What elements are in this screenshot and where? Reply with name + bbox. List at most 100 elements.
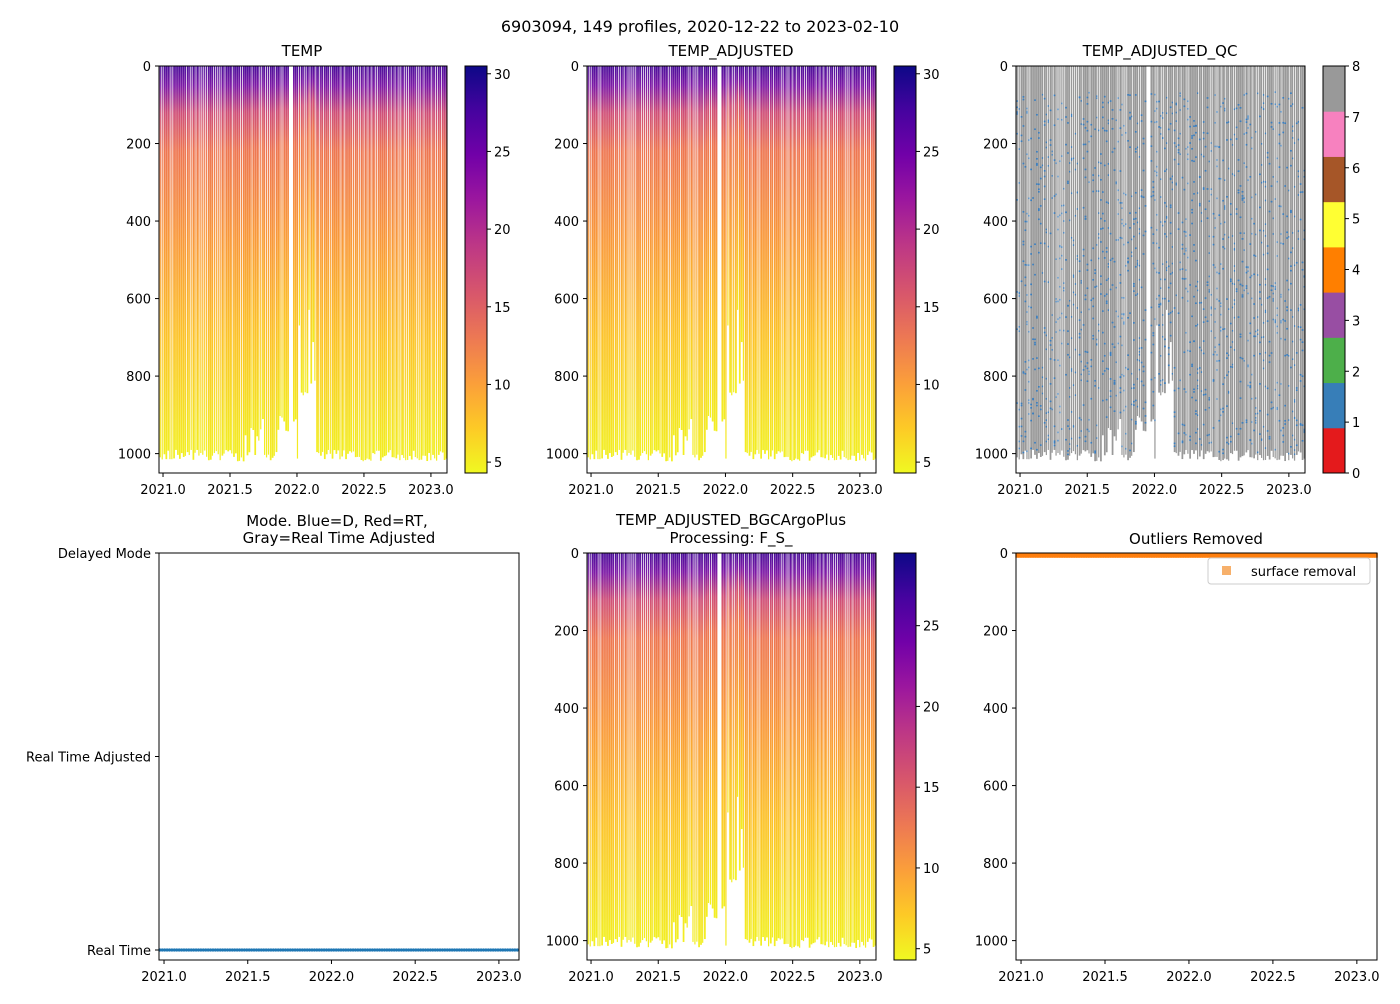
temp-qc-qc-mark [1270, 126, 1273, 128]
temp-qc-qc-mark [1098, 233, 1100, 235]
temp-qc-qc-mark [1020, 402, 1023, 405]
temp-bgc-profile [851, 553, 853, 943]
temp-qc-qc-mark [1160, 278, 1162, 281]
temp-qc-qc-mark [1297, 175, 1300, 178]
temp-qc-qc-mark [1113, 326, 1116, 328]
temp-qc-qc-mark [1169, 311, 1172, 314]
temp-adjusted-profile [826, 66, 828, 455]
temp-qc-qc-mark [1022, 243, 1025, 246]
temp-qc-qc-mark [1028, 157, 1030, 160]
temp-qc-qc-mark [1191, 396, 1193, 399]
temp-adjusted-profile [610, 66, 613, 457]
temp-qc-qc-mark [1024, 361, 1027, 363]
temp-qc-qc-mark [1080, 373, 1082, 376]
temp-qc-qc-mark [1030, 306, 1032, 309]
outliers-ytick-label: 0 [1000, 547, 1008, 562]
temp-profile [178, 66, 181, 459]
temp-qc-qc-mark [1123, 313, 1125, 316]
colorbar-temp-tick-label: 20 [494, 223, 511, 238]
temp-qc-qc-mark [1136, 259, 1139, 262]
temp-qc-profile [1272, 66, 1274, 458]
temp-qc-qc-mark [1247, 127, 1249, 129]
temp-qc-qc-mark [1193, 181, 1195, 183]
temp-qc-qc-mark [1206, 281, 1209, 284]
temp-qc-qc-mark [1082, 369, 1085, 371]
temp-qc-qc-mark [1284, 300, 1287, 302]
temp-qc-ytick-label: 0 [1000, 60, 1008, 75]
temp-qc-profile [1069, 66, 1071, 456]
temp-qc-qc-mark [1185, 331, 1187, 334]
temp-qc-qc-mark [1169, 106, 1172, 109]
temp-qc-qc-mark [1198, 302, 1201, 304]
temp-qc-qc-mark [1247, 339, 1249, 342]
temp-qc-qc-mark [1032, 412, 1034, 415]
temp-qc-qc-mark [1195, 259, 1197, 262]
mode-point [344, 948, 348, 952]
temp-qc-qc-mark [1249, 385, 1252, 387]
temp-qc-qc-mark [1121, 134, 1123, 136]
temp-qc-qc-mark [1195, 413, 1197, 415]
temp-bgc-profile [601, 553, 603, 946]
temp-adjusted-profile [618, 66, 620, 450]
temp-qc-qc-mark [1288, 452, 1290, 455]
temp-qc-qc-mark [1260, 303, 1263, 306]
temp-adjusted-profile [771, 66, 774, 451]
temp-qc-profile [1175, 66, 1177, 454]
temp-qc-qc-mark [1138, 337, 1141, 339]
temp-adjusted-profile [725, 66, 727, 459]
temp-qc-qc-mark [1274, 388, 1276, 391]
temp-qc-qc-mark [1185, 269, 1187, 271]
temp-qc-profile [1045, 66, 1047, 456]
temp-qc-qc-mark [1193, 193, 1195, 195]
temp-qc-qc-mark [1063, 282, 1065, 284]
temp-adjusted-profile [756, 66, 758, 450]
temp-qc-qc-mark [1301, 268, 1304, 271]
temp-qc-profile [1167, 66, 1170, 384]
mode-point [423, 948, 428, 952]
temp-qc-qc-mark [1288, 419, 1290, 421]
temp-qc-qc-mark [1303, 238, 1305, 241]
temp-qc-qc-mark [1262, 229, 1265, 232]
temp-qc-qc-mark [1136, 122, 1139, 125]
temp-adjusted-profile [688, 66, 690, 430]
temp-qc-profile [1094, 66, 1096, 462]
temp-qc-qc-mark [1109, 354, 1112, 356]
temp-qc-qc-mark [1231, 144, 1234, 146]
temp-qc-qc-mark [1218, 146, 1221, 148]
temp-adjusted-profile [601, 66, 603, 459]
temp-bgc-profile [866, 553, 869, 942]
temp-bgc-profile [707, 553, 710, 904]
mode-point [498, 948, 503, 952]
temp-adjusted-profile [787, 66, 789, 457]
temp-qc-qc-mark [1026, 264, 1028, 266]
temp-qc-qc-mark [1268, 162, 1271, 165]
temp-qc-qc-mark [1076, 162, 1078, 165]
temp-adjusted-profile [831, 66, 834, 458]
mode-point [324, 948, 329, 952]
temp-bgc-profile [853, 553, 856, 943]
temp-qc-qc-mark [1111, 117, 1114, 120]
temp-qc-profile [1129, 66, 1131, 458]
temp-profile [281, 66, 283, 418]
temp-qc-qc-mark [1171, 188, 1173, 191]
temp-qc-qc-mark [1028, 264, 1030, 266]
temp-qc-qc-mark [1065, 259, 1067, 261]
temp-qc-qc-mark [1253, 222, 1255, 225]
temp-qc-qc-mark [1067, 453, 1069, 456]
temp-qc-qc-mark [1255, 193, 1257, 196]
temp-qc-qc-mark [1251, 297, 1253, 300]
temp-qc-qc-mark [1245, 166, 1248, 168]
temp-qc-qc-mark [1276, 255, 1278, 257]
temp-qc-qc-mark [1231, 173, 1234, 175]
temp-bgc-profile [704, 553, 706, 940]
temp-qc-qc-mark [1171, 175, 1173, 178]
temp-qc-qc-mark [1158, 294, 1160, 297]
temp-qc-qc-mark [1181, 423, 1184, 426]
temp-qc-qc-mark [1165, 217, 1168, 219]
temp-qc-qc-mark [1195, 442, 1197, 445]
temp-qc-qc-mark [1264, 385, 1267, 388]
temp-qc-qc-mark [1117, 140, 1119, 143]
temp-profile [196, 66, 199, 450]
temp-adjusted-profile [733, 66, 735, 393]
temp-qc-qc-mark [1129, 449, 1131, 452]
